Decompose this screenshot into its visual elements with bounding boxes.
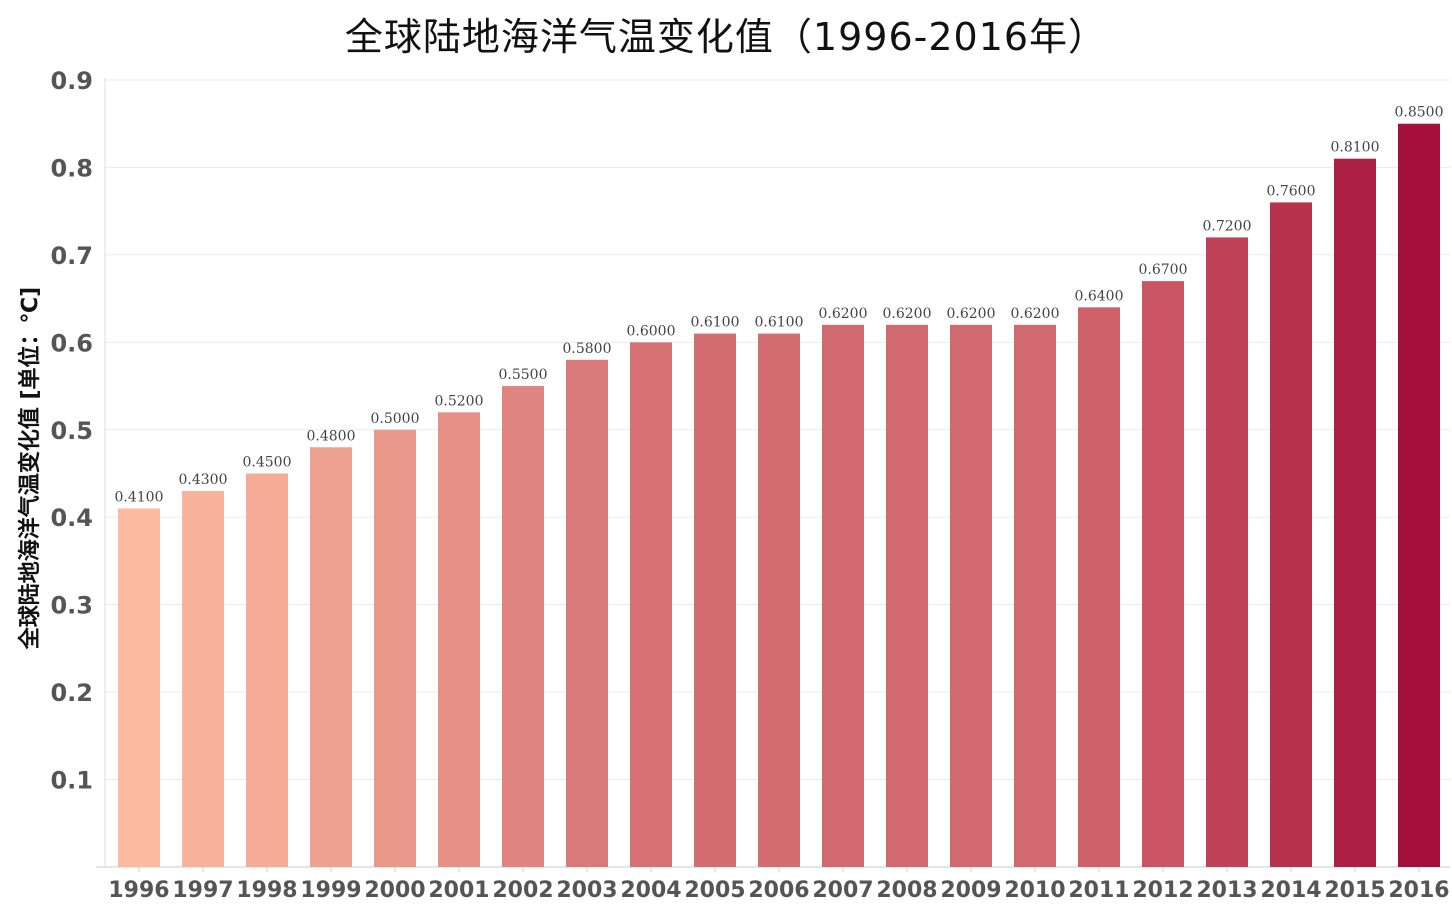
bar (886, 324, 928, 867)
y-tick-label: 0.4 (50, 504, 93, 532)
bar-value-label: 0.6200 (819, 306, 868, 322)
bar-value-label: 0.8100 (1331, 140, 1380, 156)
bar-value-label: 0.6700 (1139, 262, 1188, 278)
bar-value-label: 0.7200 (1203, 218, 1252, 234)
bar-value-label: 0.7600 (1267, 183, 1316, 199)
x-tick-label: 2012 (1132, 878, 1193, 903)
bar (374, 429, 416, 867)
bar (1398, 123, 1440, 867)
bar (246, 473, 288, 867)
bar (1078, 307, 1120, 867)
x-tick-label: 1996 (108, 878, 169, 903)
bar-value-label: 0.5200 (435, 393, 484, 409)
bar-value-label: 0.6100 (755, 315, 804, 331)
bar (566, 359, 608, 867)
chart-title: 全球陆地海洋气温变化值（1996-2016年） (344, 15, 1108, 59)
bar (310, 447, 352, 867)
x-tick-label: 2005 (684, 878, 745, 903)
bar (438, 412, 480, 867)
bar-value-label: 0.6200 (883, 306, 932, 322)
bar (758, 333, 800, 868)
bar-value-label: 0.6200 (1011, 306, 1060, 322)
bar-value-label: 0.6200 (947, 306, 996, 322)
bar-value-label: 0.6000 (627, 323, 676, 339)
x-tick-label: 2003 (556, 878, 617, 903)
x-tick-label: 2000 (364, 878, 425, 903)
x-tick-label: 2004 (620, 878, 681, 903)
x-tick-label: 2013 (1196, 878, 1257, 903)
bar (1270, 202, 1312, 867)
x-tick-label: 2007 (812, 878, 873, 903)
x-tick-label: 1998 (236, 878, 297, 903)
x-tick-label: 1997 (172, 878, 233, 903)
bar (694, 333, 736, 868)
bar-value-label: 0.6100 (691, 315, 740, 331)
x-tick-label: 2008 (876, 878, 937, 903)
bar (630, 342, 672, 867)
y-tick-label: 0.2 (50, 679, 93, 707)
bar (822, 324, 864, 867)
bar (1206, 237, 1248, 867)
x-tick-label: 2001 (428, 878, 489, 903)
bar-value-label: 0.6400 (1075, 288, 1124, 304)
y-tick-label: 0.8 (50, 154, 93, 182)
bar-value-label: 0.4500 (243, 455, 292, 471)
y-tick-label: 0.3 (50, 592, 93, 620)
bar-value-label: 0.5800 (563, 341, 612, 357)
x-tick-label: 2011 (1068, 878, 1129, 903)
y-tick-label: 0.9 (50, 67, 93, 95)
bar-value-label: 0.5000 (371, 411, 420, 427)
bar (1142, 281, 1184, 868)
y-tick-label: 0.7 (50, 242, 93, 270)
x-tick-label: 2014 (1260, 878, 1321, 903)
x-tick-label: 2006 (748, 878, 809, 903)
x-tick-label: 2002 (492, 878, 553, 903)
bar (182, 490, 224, 867)
bar-value-label: 0.4100 (115, 489, 164, 505)
y-tick-label: 0.6 (50, 329, 93, 357)
bar (1334, 158, 1376, 867)
x-tick-label: 1999 (300, 878, 361, 903)
x-tick-label: 2010 (1004, 878, 1065, 903)
x-tick-label: 2016 (1388, 878, 1449, 903)
bar (950, 324, 992, 867)
x-tick-label: 2015 (1324, 878, 1385, 903)
bar (118, 508, 160, 867)
y-tick-label: 0.5 (50, 417, 93, 445)
bar-value-label: 0.8500 (1395, 105, 1444, 121)
bar (1014, 324, 1056, 867)
bar-value-label: 0.5500 (499, 367, 548, 383)
x-tick-label: 2009 (940, 878, 1001, 903)
y-tick-label: 0.1 (50, 767, 93, 795)
bar-value-label: 0.4800 (307, 428, 356, 444)
bar (502, 386, 544, 867)
bar-value-label: 0.4300 (179, 472, 228, 488)
